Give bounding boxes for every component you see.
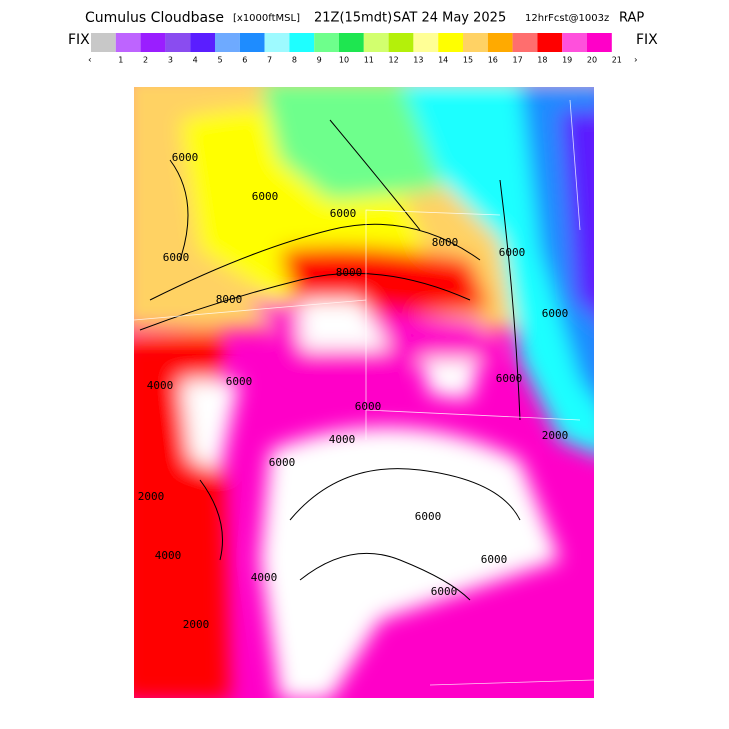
contour-label: 8000 [336, 266, 363, 279]
legend-swatch [314, 33, 339, 52]
legend-swatch [537, 33, 563, 52]
contour-label: 4000 [155, 549, 182, 562]
legend-swatch [264, 33, 290, 52]
title: Cumulus Cloudbase [85, 10, 224, 26]
legend-swatch [438, 33, 463, 52]
legend-swatch [512, 33, 538, 52]
title-bar: Cumulus Cloudbase [x1000ftMSL] 21Z(15mdt… [85, 10, 644, 26]
next-arrow[interactable]: › [634, 56, 638, 66]
contour-label: 8000 [432, 236, 459, 249]
legend-label: 1 [118, 56, 123, 65]
forecast-info: 12hrFcst@1003z [525, 13, 609, 24]
prev-arrow[interactable]: ‹ [88, 56, 92, 66]
legend-label: 5 [217, 56, 222, 65]
legend-swatch [463, 33, 488, 52]
fix-button[interactable]: FIX [636, 32, 658, 48]
fix-button[interactable]: FIX [68, 32, 90, 48]
legend-label: 7 [267, 56, 272, 65]
legend-swatch [339, 33, 364, 52]
valid-date: SAT 24 May 2025 [393, 11, 506, 26]
contour-label: 6000 [226, 375, 253, 388]
field [134, 87, 594, 698]
legend-swatch [140, 33, 166, 52]
legend-swatch [289, 33, 315, 52]
legend-swatch [388, 33, 414, 52]
legend-label: 18 [537, 56, 547, 65]
legend-swatch [562, 33, 587, 52]
legend-label: 17 [513, 56, 523, 65]
contour-label: 6000 [252, 190, 279, 203]
legend-label: 20 [587, 56, 597, 65]
legend-label: 3 [168, 56, 173, 65]
contours [139, 119, 521, 601]
contour-label: 4000 [329, 433, 356, 446]
legend-swatch [487, 33, 513, 52]
contour-label: 6000 [269, 456, 296, 469]
contour-label: 6000 [542, 307, 569, 320]
legend-label: 12 [389, 56, 399, 65]
map: 6000 6000 6000 8000 6000 8000 8000 4000 6000 6000… [134, 87, 594, 698]
model-name: RAP [619, 11, 644, 26]
contour-label: 6000 [330, 207, 357, 220]
legend-swatch [215, 33, 240, 52]
legend-label: 9 [317, 56, 322, 65]
contour-label: 6000 [415, 510, 442, 523]
contour-label: 2000 [138, 490, 165, 503]
legend-swatch [190, 33, 215, 52]
contour-labels: 6000 6000 6000 8000 6000 8000 8000 4000 6000 6000… [138, 151, 569, 631]
legend-label: 15 [463, 56, 473, 65]
contour-label: 6000 [431, 585, 458, 598]
legend-label: 4 [193, 56, 198, 65]
contour-label: 6000 [355, 400, 382, 413]
legend-swatch [91, 33, 116, 52]
contour-label: 6000 [499, 246, 526, 259]
contour-label: 4000 [147, 379, 174, 392]
legend-label: 6 [242, 56, 247, 65]
contour-label: 8000 [216, 293, 243, 306]
legend-label: 16 [488, 56, 498, 65]
contour-label: 6000 [496, 372, 523, 385]
legend-label: 10 [339, 56, 349, 65]
color-legend: FIX FIX ‹ › 1 2 3 4 5 6 7 8 9 10 11 12 13 14 15 16 17 18 1… [68, 32, 658, 66]
contour-label: 6000 [481, 553, 508, 566]
legend-label: 21 [612, 56, 622, 65]
legend-label: 14 [438, 56, 448, 65]
legend-label: 19 [562, 56, 572, 65]
legend-swatch [413, 33, 439, 52]
legend-swatch [363, 33, 389, 52]
legend-label: 11 [364, 56, 374, 65]
state-borders [134, 99, 594, 686]
legend-swatch [587, 33, 612, 52]
valid-time: 21Z(15mdt) [314, 11, 392, 26]
legend-label: 2 [143, 56, 148, 65]
contour-label: 2000 [183, 618, 210, 631]
units: [x1000ftMSL] [233, 13, 300, 24]
legend-label: 8 [292, 56, 297, 65]
contour-label: 6000 [163, 251, 190, 264]
contour-label: 6000 [172, 151, 199, 164]
legend-swatch [165, 33, 191, 52]
legend-swatch [239, 33, 265, 52]
legend-label: 13 [413, 56, 423, 65]
contour-label: 4000 [251, 571, 278, 584]
contour-label: 2000 [542, 429, 569, 442]
legend-swatch [115, 33, 141, 52]
